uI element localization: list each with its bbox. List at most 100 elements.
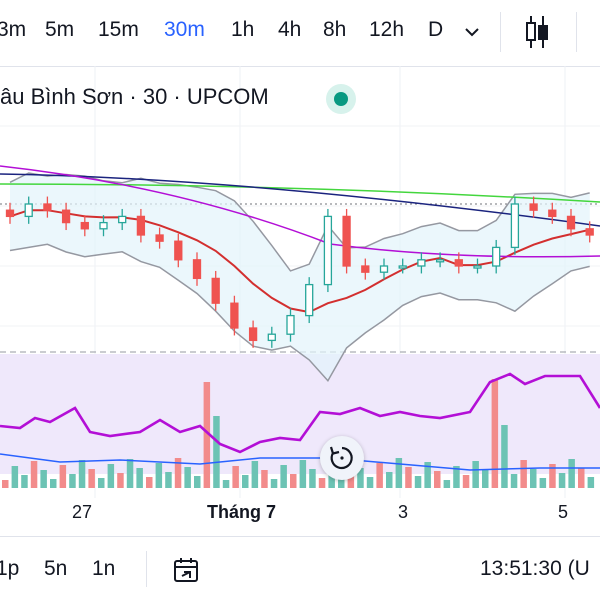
volume-bar — [280, 465, 287, 488]
candle-body — [454, 259, 463, 267]
volume-bar — [510, 474, 518, 488]
volume-bar — [78, 460, 86, 488]
candle-body — [118, 215, 127, 224]
candlestick-icon[interactable] — [522, 14, 552, 50]
volume-bar — [174, 458, 182, 488]
volume-bar — [405, 467, 412, 488]
chevron-down-icon[interactable] — [462, 22, 482, 42]
timeframe-30m[interactable]: 30m — [164, 18, 205, 41]
candle-body — [286, 314, 295, 335]
volume-bar — [11, 466, 19, 488]
candle-body — [99, 221, 108, 230]
x-axis-label: 27 — [72, 502, 93, 522]
volume-bar — [213, 416, 220, 488]
volume-bar — [472, 461, 479, 488]
moving-average-green — [0, 183, 600, 203]
candle-body — [548, 209, 557, 218]
rsi-band — [0, 354, 600, 474]
volume-bar — [366, 477, 374, 488]
x-axis-label: Tháng 7 — [207, 502, 277, 522]
candle-body — [379, 265, 389, 273]
volume-bar — [290, 474, 297, 488]
candle-body — [510, 203, 520, 249]
x-axis-label: 5 — [558, 502, 569, 522]
candle-body — [398, 265, 407, 269]
timeframe-8h[interactable]: 8h — [323, 18, 347, 41]
volume-bar — [59, 465, 67, 488]
volume-bar — [299, 460, 307, 488]
candle-body — [529, 203, 538, 211]
volume-bar — [530, 469, 537, 488]
candle-body — [342, 215, 351, 267]
range-divider — [146, 551, 147, 587]
candle-body — [361, 265, 370, 273]
market-open-dot — [334, 92, 348, 106]
volume-bar — [453, 466, 460, 488]
candle-body — [80, 221, 89, 230]
volume-bar — [88, 469, 95, 488]
range-1n[interactable]: 1n — [92, 557, 116, 580]
candle-body — [211, 277, 220, 304]
rsi-pane — [0, 372, 600, 454]
toolbar-divider — [500, 12, 501, 52]
timeframe-3m[interactable]: 3m — [0, 18, 27, 41]
timeframe-12h[interactable]: 12h — [369, 18, 405, 41]
candle-body — [492, 246, 501, 267]
candle-body — [267, 333, 276, 342]
volume-bar — [242, 475, 249, 488]
timeframe-d[interactable]: D — [428, 18, 444, 41]
candle-body — [61, 209, 71, 224]
timeframe-toolbar: 3m 5m 15m 30m 1h 4h 8h 12h D — [0, 0, 600, 67]
volume-bar — [539, 478, 547, 488]
volume-bar — [357, 468, 364, 488]
volume-bar — [165, 472, 172, 488]
volume-bar — [194, 476, 201, 488]
volume-bar — [558, 473, 566, 488]
candle-body — [435, 259, 445, 263]
volume-bar — [126, 459, 134, 488]
volume-bar — [376, 463, 383, 488]
toolbar-divider — [576, 12, 577, 52]
volume-bar — [261, 470, 268, 488]
volume-bar — [568, 459, 575, 488]
volume-bar — [338, 473, 345, 488]
candle-body — [5, 209, 15, 218]
volume-bar — [107, 464, 115, 488]
chart-canvas[interactable] — [0, 66, 600, 498]
volume-bar — [30, 461, 38, 488]
volume-bar — [587, 477, 595, 488]
symbol-legend[interactable]: âu Bình Sơn · 30 · UPCOM — [0, 84, 269, 109]
volume-bar — [434, 471, 441, 488]
volume-bar — [424, 462, 431, 488]
volume-bar — [50, 479, 57, 488]
range-1p[interactable]: 1p — [0, 557, 20, 580]
calendar-goto-icon[interactable] — [172, 555, 202, 585]
timeframe-4h[interactable]: 4h — [278, 18, 302, 41]
timeframe-1h[interactable]: 1h — [231, 18, 255, 41]
candle-body — [174, 240, 183, 261]
volume-pane — [0, 379, 600, 488]
volume-bar — [136, 468, 143, 488]
timeframe-5m[interactable]: 5m — [45, 18, 75, 41]
candle-body — [566, 215, 576, 230]
reset-chart-button[interactable] — [320, 436, 364, 480]
timeframe-15m[interactable]: 15m — [98, 18, 139, 41]
volume-bar — [462, 475, 470, 488]
volume-bar — [184, 467, 191, 488]
volume-ma-line — [0, 453, 600, 471]
volume-bar — [155, 463, 163, 488]
volume-bar — [578, 468, 585, 488]
volume-bar — [520, 460, 527, 488]
volume-bar — [232, 466, 239, 488]
volume-bar — [549, 464, 556, 488]
range-bar: 1p 5n 1n 13:51:30 (U — [0, 536, 600, 601]
candle-body — [248, 327, 258, 342]
clock-readout: 13:51:30 (U — [480, 557, 590, 580]
volume-bar — [395, 458, 403, 488]
candle-body — [192, 259, 202, 280]
volume-bar — [386, 472, 393, 488]
volume-bar — [491, 379, 499, 488]
volume-bar — [270, 479, 278, 488]
range-5n[interactable]: 5n — [44, 557, 68, 580]
candle-body — [43, 203, 52, 211]
